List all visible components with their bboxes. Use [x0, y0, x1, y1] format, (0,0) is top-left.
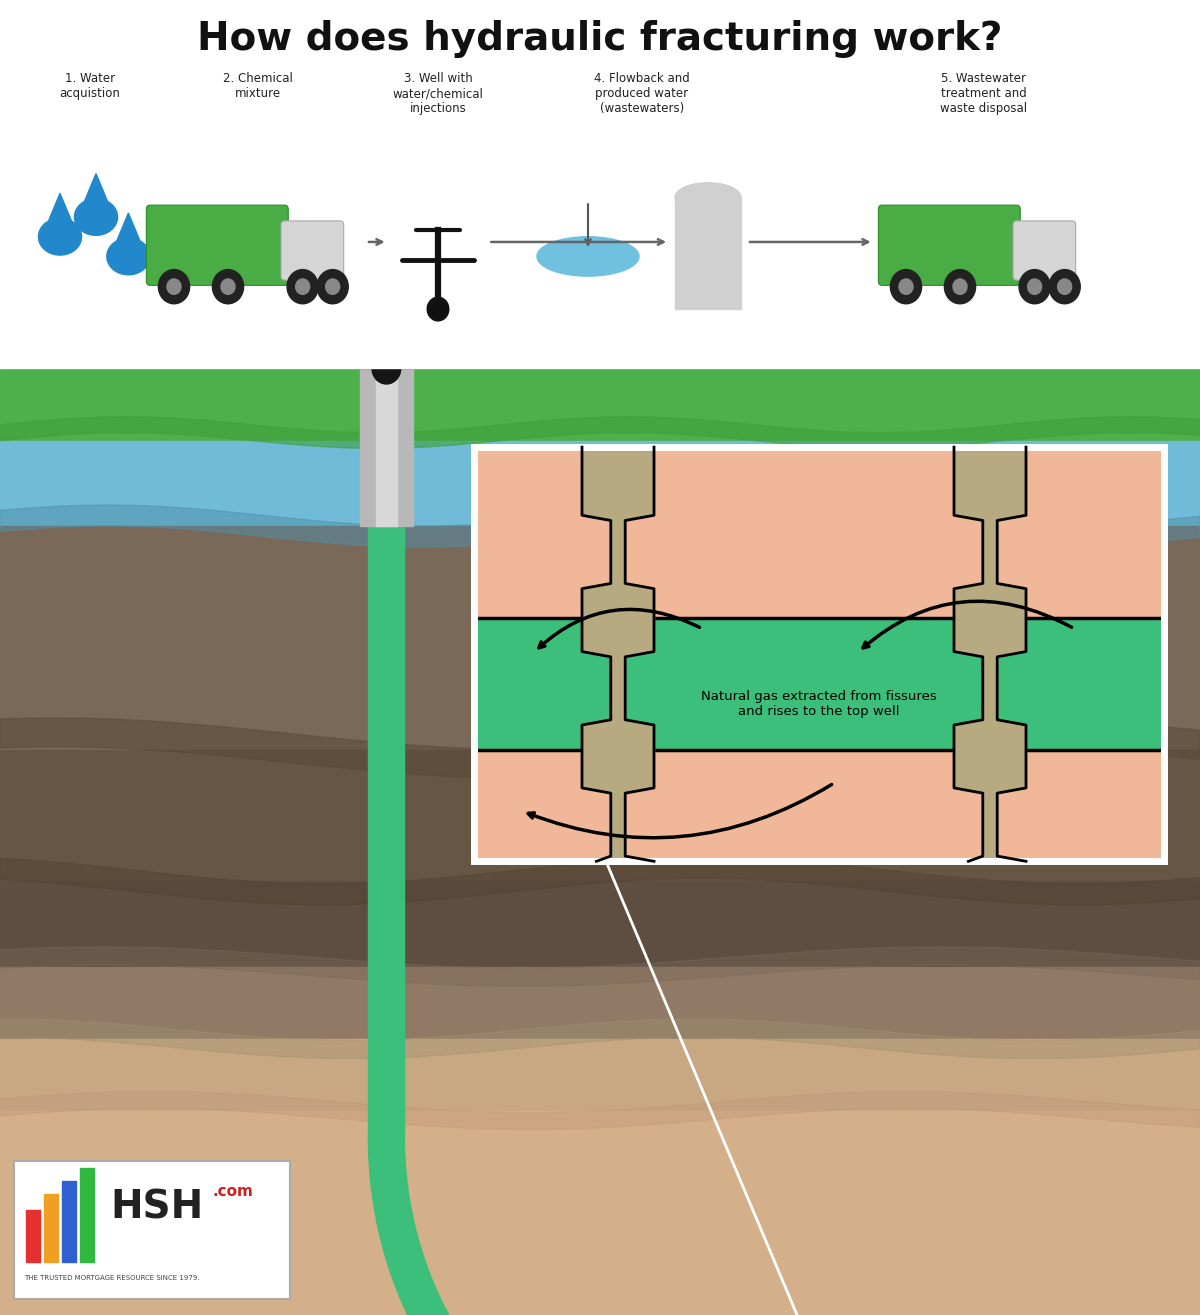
Polygon shape — [368, 1137, 722, 1315]
Bar — [474, 750, 1164, 861]
Text: 4. Flowback and
produced water
(wastewaters): 4. Flowback and produced water (wastewat… — [594, 72, 690, 116]
Circle shape — [167, 279, 181, 295]
Bar — [26, 1210, 40, 1262]
Circle shape — [1027, 279, 1042, 295]
Bar — [0, 329, 1200, 441]
Bar — [0, 0, 1200, 368]
Bar — [62, 1181, 76, 1262]
Polygon shape — [48, 193, 72, 222]
Bar — [474, 447, 1164, 618]
Bar — [474, 618, 1164, 750]
Circle shape — [295, 279, 310, 295]
Circle shape — [944, 270, 976, 304]
Bar — [0, 1111, 1200, 1315]
Polygon shape — [74, 199, 118, 235]
Circle shape — [899, 279, 913, 295]
Circle shape — [1019, 270, 1050, 304]
Circle shape — [317, 270, 348, 304]
Text: 1. Water
acquistion: 1. Water acquistion — [60, 72, 120, 100]
Bar — [44, 1194, 58, 1262]
Circle shape — [212, 270, 244, 304]
Bar — [0, 1039, 1200, 1111]
Bar — [0, 441, 1200, 526]
Bar — [0, 750, 1200, 881]
FancyBboxPatch shape — [1013, 221, 1075, 280]
Text: How does hydraulic fracturing work?: How does hydraulic fracturing work? — [197, 20, 1003, 58]
Circle shape — [287, 270, 318, 304]
Bar — [676, 197, 742, 309]
FancyBboxPatch shape — [878, 205, 1020, 285]
Circle shape — [372, 352, 401, 384]
Circle shape — [221, 279, 235, 295]
Text: Natural gas extracted from fissures
and rises to the top well: Natural gas extracted from fissures and … — [701, 689, 937, 718]
Circle shape — [1049, 270, 1080, 304]
Bar — [0, 881, 1200, 967]
Bar — [378, 276, 395, 309]
Text: 5. Wastewater
treatment and
waste disposal: 5. Wastewater treatment and waste dispos… — [941, 72, 1027, 116]
Text: THE TRUSTED MORTGAGE RESOURCE SINCE 1979.: THE TRUSTED MORTGAGE RESOURCE SINCE 1979… — [24, 1276, 199, 1281]
Ellipse shape — [676, 183, 742, 212]
Circle shape — [890, 270, 922, 304]
FancyBboxPatch shape — [281, 221, 343, 280]
Circle shape — [158, 270, 190, 304]
Bar — [360, 309, 413, 368]
Text: 2. Chemical
mixture: 2. Chemical mixture — [223, 72, 293, 100]
FancyBboxPatch shape — [14, 1161, 290, 1299]
Bar — [80, 1168, 94, 1262]
Bar — [474, 447, 1164, 861]
Bar — [0, 967, 1200, 1039]
Circle shape — [427, 297, 449, 321]
Polygon shape — [116, 213, 140, 242]
Bar — [368, 362, 404, 1137]
Text: HSH: HSH — [110, 1189, 204, 1226]
Text: 3. Well with
water/chemical
injections: 3. Well with water/chemical injections — [392, 72, 484, 116]
Bar — [0, 0, 1200, 368]
FancyBboxPatch shape — [146, 205, 288, 285]
Bar — [0, 526, 1200, 750]
Polygon shape — [38, 218, 82, 255]
Polygon shape — [107, 238, 150, 275]
Circle shape — [1057, 279, 1072, 295]
Bar — [360, 362, 413, 526]
Bar — [474, 447, 1164, 861]
Polygon shape — [84, 174, 108, 203]
Ellipse shape — [538, 237, 640, 276]
Circle shape — [325, 279, 340, 295]
Text: .com: .com — [212, 1184, 253, 1199]
Circle shape — [953, 279, 967, 295]
Bar — [376, 362, 397, 526]
